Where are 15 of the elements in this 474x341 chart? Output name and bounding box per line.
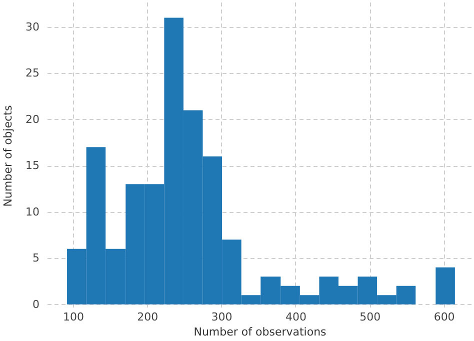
x-tick-label: 100 xyxy=(62,310,84,324)
x-tick-label: 400 xyxy=(285,310,306,324)
x-tick-label: 500 xyxy=(360,310,381,324)
y-tick-label: 15 xyxy=(26,159,40,172)
x-axis-title: Number of observations xyxy=(194,326,327,338)
y-tick-label: 30 xyxy=(26,20,40,34)
y-axis-title: Number of objects xyxy=(2,105,15,207)
x-tick-label: 600 xyxy=(434,310,455,324)
y-tick-label: 25 xyxy=(26,66,40,80)
y-tick-label: 10 xyxy=(26,205,40,218)
y-tick-label: 20 xyxy=(26,112,40,126)
y-tick-label: 0 xyxy=(32,298,40,311)
x-tick-label: 200 xyxy=(137,310,158,324)
y-tick-label: 5 xyxy=(32,252,40,265)
x-tick-label: 300 xyxy=(211,310,232,324)
